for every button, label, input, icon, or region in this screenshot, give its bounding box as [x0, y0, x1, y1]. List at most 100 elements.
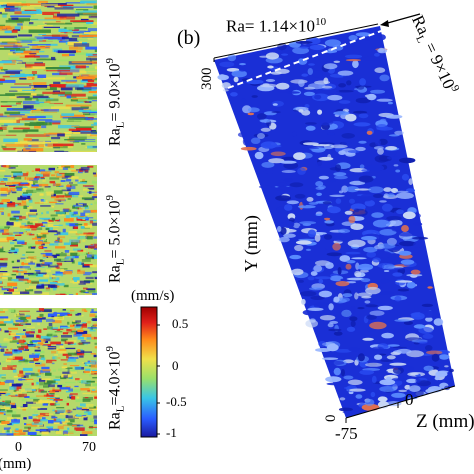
texture-mark [90, 364, 97, 368]
texture-mark [44, 380, 48, 383]
texture-mark [15, 48, 26, 51]
texture-mark [43, 77, 66, 80]
texture-mark [17, 240, 25, 245]
texture-mark [0, 11, 2, 14]
texture-mark [59, 72, 73, 75]
texture-mark [74, 223, 83, 226]
iso-blob [399, 232, 414, 237]
iso-blob [305, 248, 312, 251]
texture-mark [54, 356, 59, 360]
texture-mark [11, 177, 16, 179]
texture-mark [16, 383, 23, 386]
iso-blob [281, 170, 296, 173]
texture-mark [59, 65, 76, 69]
texture-mark [41, 190, 46, 193]
texture-mark [45, 120, 61, 123]
texture-mark [9, 114, 25, 116]
texture-mark [65, 415, 69, 419]
texture-mark [40, 199, 44, 202]
texture-mark [89, 134, 97, 137]
texture-mark [48, 218, 54, 222]
iso-blob [329, 194, 345, 197]
texture-mark [5, 359, 11, 362]
texture-mark [18, 339, 25, 344]
iso-blob [330, 179, 336, 183]
texture-mark [16, 259, 20, 263]
texture-mark [3, 231, 7, 234]
texture-mark [77, 329, 84, 333]
texture-mark [87, 363, 90, 367]
iso-blob [374, 52, 380, 57]
texture-mark [41, 288, 52, 292]
texture-mark [14, 26, 21, 30]
texture-mark [64, 174, 72, 178]
texture-mark [15, 394, 18, 396]
texture-mark [69, 223, 79, 227]
texture-mark [29, 22, 34, 25]
texture-mark [24, 228, 30, 231]
texture-mark [55, 273, 63, 277]
texture-mark [85, 217, 94, 219]
texture-mark [79, 215, 87, 217]
iso-blob [349, 388, 366, 392]
texture-mark [0, 35, 18, 39]
texture-mark [48, 102, 63, 105]
strip-top [0, 0, 97, 152]
texture-mark [66, 18, 75, 22]
texture-mark [40, 171, 51, 175]
texture-mark [42, 242, 51, 244]
texture-mark [87, 236, 93, 240]
texture-mark [33, 243, 42, 246]
texture-mark [41, 212, 44, 215]
texture-mark [0, 379, 6, 382]
texture-mark [49, 428, 60, 431]
texture-mark [50, 214, 58, 217]
texture-mark [33, 183, 36, 185]
texture-mark [8, 427, 11, 429]
texture-mark [14, 418, 17, 422]
texture-mark [59, 412, 66, 415]
texture-mark [66, 185, 70, 187]
iso-blob [354, 376, 372, 381]
iso-blob [219, 61, 235, 68]
iso-blob [346, 326, 356, 332]
texture-mark [54, 171, 60, 174]
texture-mark [34, 202, 44, 204]
texture-mark [11, 59, 17, 63]
iso-blob [315, 186, 325, 190]
texture-mark [49, 392, 55, 395]
texture-mark [37, 316, 43, 318]
texture-mark [94, 346, 97, 349]
iso-blob [295, 40, 313, 44]
texture-mark [9, 188, 16, 192]
texture-mark [6, 410, 13, 413]
iso-blob [230, 92, 238, 97]
texture-mark [41, 378, 51, 380]
texture-mark [56, 283, 65, 286]
texture-mark [0, 182, 7, 185]
texture-mark [9, 429, 13, 434]
texture-mark [81, 197, 93, 200]
texture-mark [28, 29, 51, 33]
texture-mark [38, 400, 49, 404]
texture-mark [53, 316, 64, 320]
texture-mark [62, 312, 70, 314]
texture-mark [33, 350, 45, 354]
texture-mark [20, 312, 26, 314]
texture-mark [57, 50, 76, 54]
texture-mark [65, 381, 76, 384]
texture-mark [10, 7, 21, 12]
texture-mark [13, 376, 18, 378]
texture-mark [25, 372, 35, 375]
texture-mark [75, 179, 79, 182]
iso-blob [259, 118, 271, 123]
texture-mark [32, 110, 41, 113]
iso-blob [396, 209, 404, 215]
texture-mark [83, 271, 92, 276]
texture-mark [24, 258, 31, 260]
texture-mark [70, 150, 96, 152]
texture-mark [43, 45, 51, 48]
texture-mark [60, 180, 66, 182]
texture-mark [52, 387, 55, 390]
texture-mark [9, 217, 17, 221]
